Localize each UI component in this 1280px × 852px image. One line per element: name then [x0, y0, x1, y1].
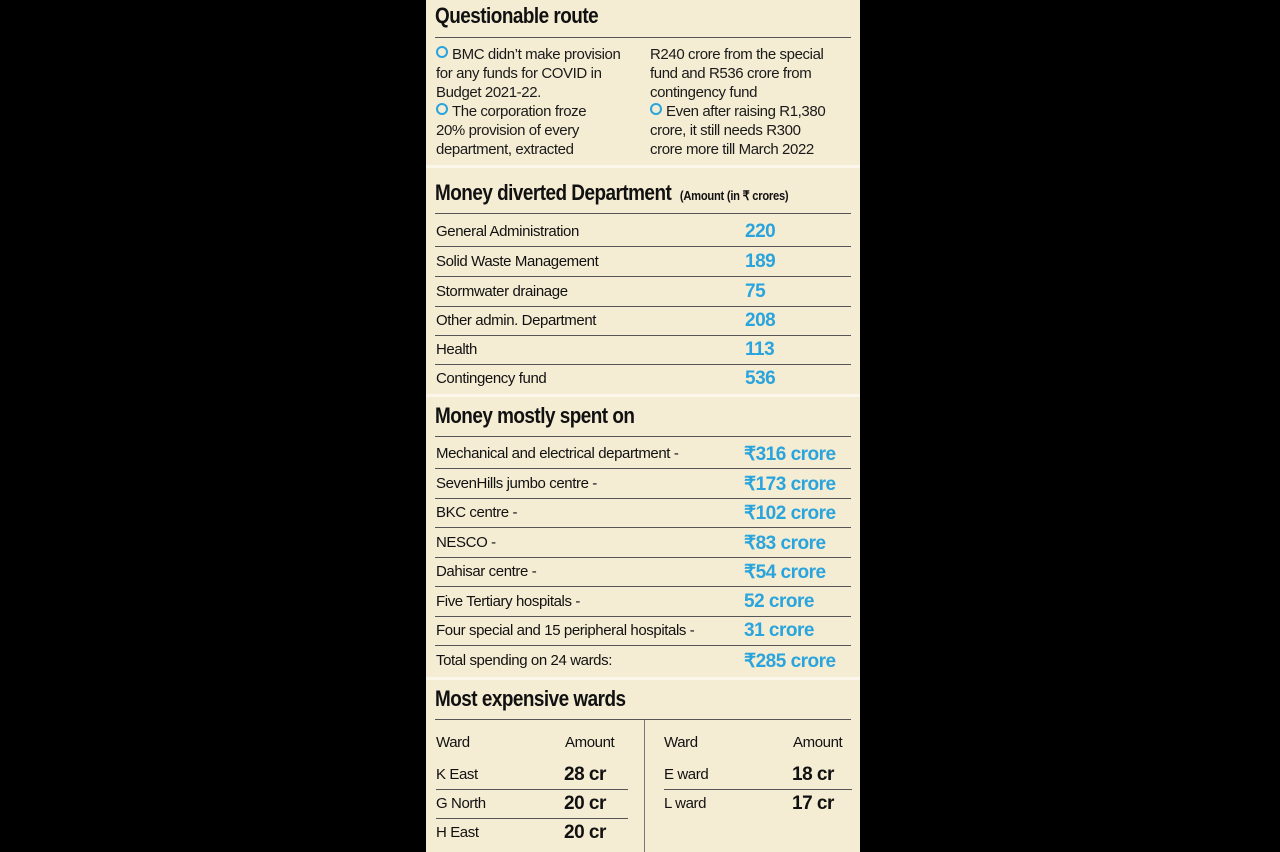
- table-row: BKC centre - ₹102 crore: [435, 499, 851, 528]
- ward-row: E ward 18 cr: [664, 761, 852, 790]
- wards-title-rule: [435, 719, 851, 720]
- column-divider: [644, 720, 645, 852]
- section-money-spent: Money mostly spent on Mechanical and ele…: [426, 397, 860, 677]
- table-row: Contingency fund 536: [436, 368, 776, 389]
- diverted-title-rule: [435, 213, 851, 214]
- table-row: Solid Waste Management 189: [435, 248, 851, 277]
- amount-header: Amount: [565, 734, 615, 751]
- bullet-circle-icon: [436, 103, 448, 115]
- wards-title: Most expensive wards: [435, 686, 626, 711]
- table-row: Five Tertiary hospitals -52 crore: [435, 588, 851, 617]
- bullet-circle-icon: [436, 46, 448, 58]
- amount-unit-note: (Amount (in ₹ crores): [679, 188, 789, 203]
- section-expensive-wards: Most expensive wards Ward Amount K East 2…: [426, 680, 860, 852]
- route-bullet-3: Even after raising R1,380 crore, it stil…: [650, 103, 826, 158]
- amount-header: Amount: [793, 734, 843, 751]
- route-bullet-1: BMC didn’t make provision for any funds …: [436, 46, 621, 101]
- table-row: Stormwater drainage 75: [435, 278, 851, 307]
- section-separator: [426, 394, 860, 397]
- spent-title: Money mostly spent on: [435, 403, 635, 428]
- ward-header: Ward: [664, 734, 698, 751]
- table-row: Dahisar centre - ₹54 crore: [435, 558, 851, 587]
- table-row: Four special and 15 peripheral hospitals…: [435, 617, 851, 646]
- table-row: Other admin. Department 208: [435, 307, 851, 336]
- route-bullet-1-cont: R240 crore from the special fund and R53…: [650, 46, 824, 101]
- ward-row: L ward 17 cr: [664, 793, 834, 814]
- route-bullet-2: The corporation froze 20% provision of e…: [436, 103, 587, 158]
- ward-row: K East 28 cr: [436, 761, 628, 790]
- section-separator: [426, 165, 860, 168]
- bullet-circle-icon: [650, 103, 662, 115]
- section-money-diverted: Money diverted Department (Amount (in ₹ c…: [426, 168, 860, 394]
- table-row: Mechanical and electrical department - ₹3…: [435, 440, 851, 469]
- ward-row: H East 20 cr: [436, 822, 606, 843]
- ward-header: Ward: [436, 734, 470, 751]
- section-separator: [426, 677, 860, 680]
- table-row: Health 113: [435, 336, 851, 365]
- table-row: SevenHills jumbo centre - ₹173 crore: [435, 470, 851, 499]
- table-row: General Administration 220: [435, 218, 851, 247]
- spent-title-rule: [435, 436, 851, 437]
- route-title-rule: [435, 37, 851, 38]
- section-questionable-route: Questionable route BMC didn’t make provi…: [426, 0, 860, 165]
- ward-row: G North 20 cr: [436, 790, 628, 819]
- infographic-panel: Questionable route BMC didn’t make provi…: [426, 0, 860, 852]
- table-row: NESCO - ₹83 crore: [435, 529, 851, 558]
- diverted-title: Money diverted Department (Amount (in ₹ c…: [435, 180, 789, 205]
- table-row: Total spending on 24 wards: ₹285 crore: [436, 651, 836, 672]
- route-title: Questionable route: [435, 3, 599, 28]
